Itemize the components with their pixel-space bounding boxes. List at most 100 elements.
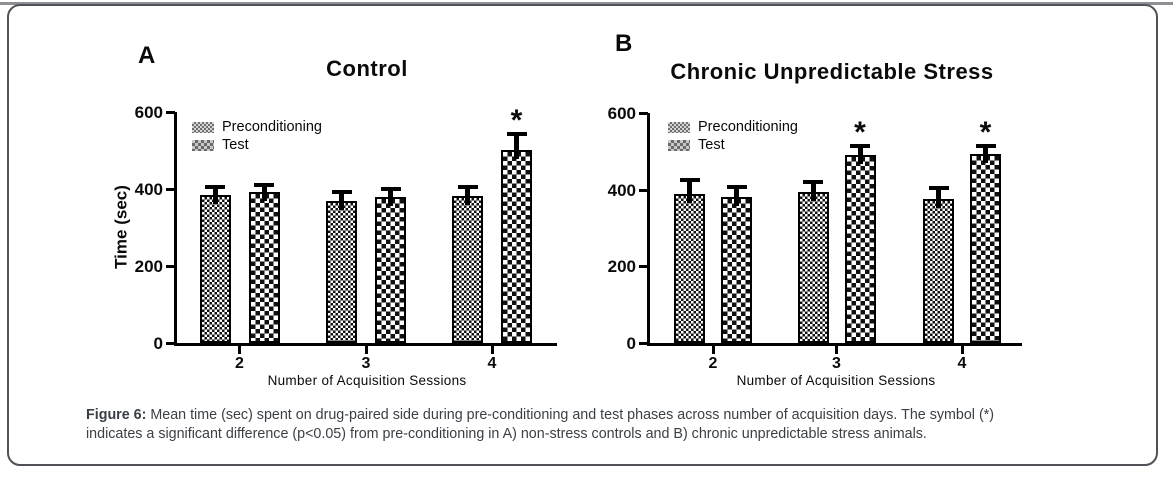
panel-b-x-axis-label: Number of Acquisition Sessions (736, 373, 936, 388)
caption-label: Figure 6: (86, 407, 147, 423)
y-axis (174, 112, 177, 346)
x-axis (647, 343, 1022, 346)
y-tick-label: 0 (626, 334, 636, 353)
y-axis-tick (639, 112, 648, 115)
bar-test (721, 197, 752, 343)
x-axis (174, 343, 557, 346)
y-tick-label: 600 (134, 103, 163, 122)
y-axis-tick (166, 265, 175, 268)
error-bar-stem (734, 185, 739, 207)
significance-asterisk: * (854, 115, 866, 149)
bar-test (844, 155, 876, 343)
figure-frame (7, 4, 1158, 466)
x-tick-label: 3 (361, 355, 371, 372)
legend-row-test: Test (192, 136, 322, 154)
bar-test (375, 197, 406, 343)
x-axis-tick (364, 346, 368, 354)
error-bar-cap (726, 185, 747, 190)
figure-caption: Figure 6: Mean time (sec) spent on drug-… (86, 406, 1096, 443)
error-bar-cap (254, 182, 274, 187)
y-tick-label: 0 (153, 334, 163, 353)
y-axis-tick (166, 188, 175, 191)
error-bar-cap (803, 180, 823, 185)
x-axis-tick (238, 346, 241, 354)
bar-test (248, 192, 280, 343)
test-pattern-swatch (668, 139, 690, 151)
y-tick-label: 400 (607, 180, 636, 200)
x-axis-tick (711, 346, 715, 354)
bar-preconditioning (199, 194, 231, 343)
panel-a-title: Control (326, 56, 408, 81)
error-bar-cap (850, 143, 870, 148)
x-tick-label: 4 (487, 355, 497, 372)
y-tick-label: 600 (607, 104, 636, 123)
y-axis (647, 113, 650, 346)
preconditioning-pattern-swatch (192, 121, 214, 133)
x-tick-label: 2 (235, 355, 244, 372)
panel-a-legend: Preconditioning Test (192, 118, 322, 154)
panel-a-x-axis-label: Number of Acquisition Sessions (267, 373, 467, 388)
y-tick-label: 400 (134, 180, 163, 199)
bar-preconditioning (452, 195, 483, 343)
legend-row-preconditioning: Preconditioning (192, 118, 322, 136)
error-bar-cap (679, 178, 700, 183)
error-bar-stem (687, 178, 692, 204)
error-bar-cap (975, 143, 996, 148)
panel-b-title: Chronic Unpredictable Stress (670, 59, 994, 84)
top-divider-line (0, 2, 1173, 5)
x-axis-tick (960, 346, 964, 354)
legend-label-preconditioning: Preconditioning (222, 118, 322, 135)
bar-preconditioning (923, 199, 954, 343)
y-axis-tick (639, 265, 648, 269)
y-tick-label: 200 (134, 257, 163, 276)
error-bar-cap (928, 186, 949, 191)
x-tick-label: 3 (832, 355, 841, 372)
y-axis-tick (166, 111, 175, 114)
legend-row-preconditioning: Preconditioning (668, 118, 798, 136)
error-bar-stem (339, 190, 344, 210)
error-bar-stem (388, 187, 393, 207)
error-bar-stem (936, 186, 941, 209)
panel-a-letter: A (138, 42, 156, 69)
error-bar-cap (506, 132, 527, 137)
error-bar-stem (810, 180, 816, 201)
bar-test (970, 154, 1001, 343)
caption-line1: Mean time (sec) spent on drug-paired sid… (146, 407, 995, 423)
bar-preconditioning (674, 194, 705, 343)
bar-test (501, 149, 532, 343)
legend-label-test: Test (222, 136, 249, 153)
error-bar-stem (983, 143, 988, 164)
error-bar-stem (514, 132, 519, 159)
preconditioning-pattern-swatch (668, 121, 690, 133)
error-bar-stem (261, 182, 267, 202)
error-bar-stem (212, 184, 218, 204)
test-pattern-swatch (192, 139, 214, 151)
error-bar-cap (331, 190, 352, 195)
panel-b-letter: B (615, 30, 633, 57)
y-axis-tick (639, 188, 648, 192)
legend-label-preconditioning: Preconditioning (698, 118, 798, 135)
panel-b-legend: Preconditioning Test (668, 118, 798, 154)
x-axis-tick (835, 346, 838, 354)
x-axis-tick (490, 346, 494, 354)
significance-asterisk: * (979, 115, 992, 149)
bar-preconditioning (326, 200, 357, 343)
bar-preconditioning (797, 191, 829, 343)
error-bar-stem (857, 143, 863, 165)
y-tick-label: 200 (607, 257, 636, 277)
y-axis-tick (639, 342, 648, 345)
y-axis-tick (166, 342, 175, 345)
legend-label-test: Test (698, 136, 725, 153)
x-tick-label: 2 (708, 355, 718, 372)
legend-row-test: Test (668, 136, 798, 154)
error-bar-cap (205, 184, 225, 189)
error-bar-cap (380, 187, 401, 192)
error-bar-cap (457, 185, 478, 190)
error-bar-stem (465, 185, 470, 205)
caption-line2: indicates a significant difference (p<0.… (86, 425, 927, 442)
significance-asterisk: * (510, 104, 523, 138)
x-tick-label: 4 (957, 355, 967, 372)
